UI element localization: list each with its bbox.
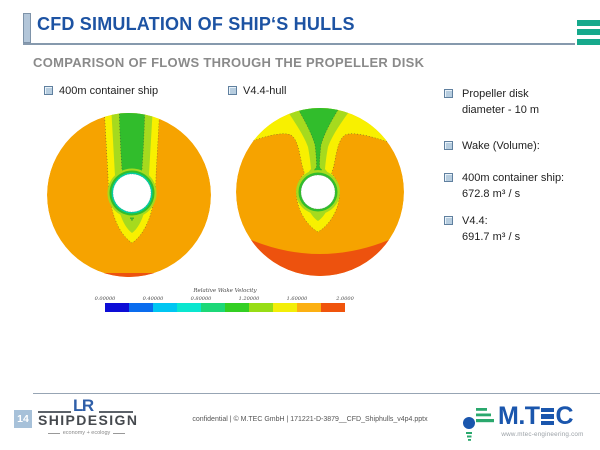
colorbar-tick: 1.60000 bbox=[286, 296, 308, 302]
colorbar-tick: 0.80000 bbox=[190, 296, 212, 302]
lr-logo-line-left bbox=[38, 411, 71, 413]
footer-divider bbox=[33, 393, 600, 394]
shipdesign-tagline: economy + ecology bbox=[38, 430, 135, 436]
info-line: Wake (Volume): bbox=[462, 140, 540, 152]
info-line: 691.7 m³ / s bbox=[462, 231, 521, 243]
bullet-square-icon bbox=[444, 173, 453, 182]
colorbar-segment bbox=[105, 303, 129, 312]
colorbar-gradient bbox=[105, 303, 345, 312]
confidential-text: confidential | © M.TEC GmbH | 171221-D-3… bbox=[192, 416, 428, 423]
shipdesign-tagline-text: economy + ecology bbox=[62, 430, 111, 436]
mtec-propeller-icon bbox=[463, 408, 494, 441]
colorbar-tick: 0.00000 bbox=[94, 296, 116, 302]
legend-left: 400m container ship bbox=[44, 85, 158, 97]
colorbar-segment bbox=[177, 303, 201, 312]
legend-left-label: 400m container ship bbox=[59, 85, 159, 97]
legend-right-label: V4.4-hull bbox=[243, 85, 287, 97]
colorbar-segment bbox=[153, 303, 177, 312]
info-bullet-propeller-disk: Propeller disk diameter - 10 m bbox=[444, 86, 539, 118]
info-line: 400m container ship: bbox=[462, 172, 565, 184]
mtec-logo: M.T C bbox=[498, 402, 574, 431]
disk-container-ship bbox=[47, 113, 211, 277]
info-bullet-v44: V4.4: 691.7 m³ / s bbox=[444, 213, 520, 245]
legend-right: V4.4-hull bbox=[228, 85, 286, 97]
menu-bars-icon bbox=[577, 20, 600, 46]
colorbar-segment bbox=[321, 303, 345, 312]
colorbar-title: Relative Wake Velocity bbox=[193, 288, 257, 294]
mtec-e-bars-icon bbox=[541, 407, 555, 426]
lr-logo-line-right bbox=[99, 411, 133, 413]
title-accent-bar bbox=[23, 13, 31, 43]
bullet-square-icon bbox=[444, 89, 453, 98]
colorbar-segment bbox=[273, 303, 297, 312]
info-line: diameter - 10 m bbox=[462, 104, 540, 116]
colorbar-segment bbox=[201, 303, 225, 312]
shipdesign-logo: SHIPDESIGN bbox=[38, 412, 139, 428]
colorbar-tick: 1.20000 bbox=[238, 296, 260, 302]
lr-logo: LR bbox=[73, 396, 94, 415]
colorbar-segment bbox=[225, 303, 249, 312]
mtec-logo-text-suffix: C bbox=[555, 402, 574, 430]
bullet-square-icon bbox=[228, 86, 237, 95]
disk-v44-hull bbox=[236, 108, 404, 276]
bullet-square-icon bbox=[444, 141, 453, 150]
colorbar-tick-labels: 0.00000 0.40000 0.80000 1.20000 1.60000 … bbox=[92, 296, 358, 304]
slide-subtitle: COMPARISON OF FLOWS THROUGH THE PROPELLE… bbox=[33, 55, 425, 70]
bullet-square-icon bbox=[444, 216, 453, 225]
page-number: 14 bbox=[14, 410, 32, 428]
info-bullet-wake: Wake (Volume): bbox=[444, 138, 540, 154]
info-bullet-container-ship: 400m container ship: 672.8 m³ / s bbox=[444, 170, 564, 202]
mtec-url: www.mtec-engineering.com bbox=[501, 431, 584, 438]
info-line: V4.4: bbox=[462, 215, 488, 227]
info-line: Propeller disk bbox=[462, 88, 529, 100]
colorbar-tick: 2.0000 bbox=[336, 296, 354, 302]
title-underline bbox=[23, 43, 575, 45]
colorbar-segment bbox=[129, 303, 153, 312]
bullet-square-icon bbox=[44, 86, 53, 95]
mtec-logo-text-prefix: M.T bbox=[498, 402, 540, 430]
page-title: CFD SIMULATION OF SHIP‘S HULLS bbox=[37, 14, 355, 34]
colorbar-segment bbox=[297, 303, 321, 312]
colorbar-segment bbox=[249, 303, 273, 312]
info-line: 672.8 m³ / s bbox=[462, 188, 521, 200]
colorbar-tick: 0.40000 bbox=[142, 296, 164, 302]
